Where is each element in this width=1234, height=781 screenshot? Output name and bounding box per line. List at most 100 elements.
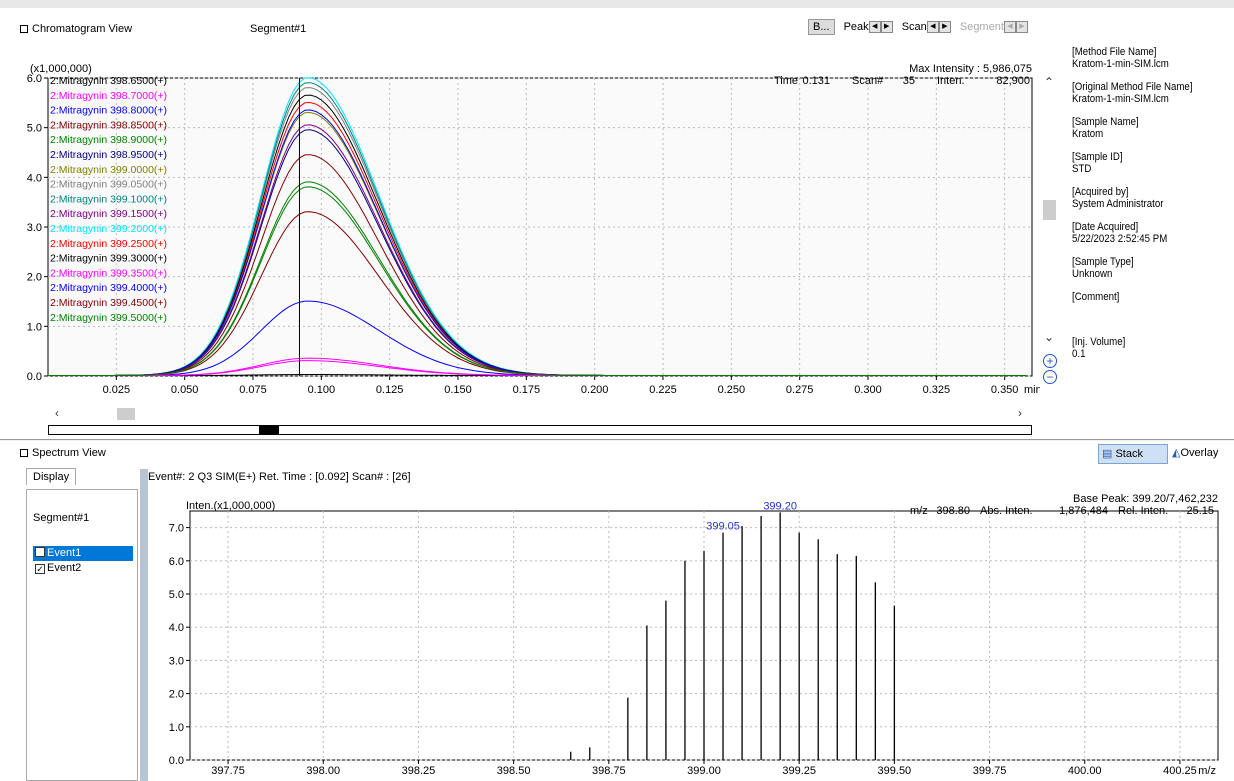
chrom-scroll-right-icon[interactable]: › bbox=[1018, 406, 1022, 420]
info-label: [Sample Type] bbox=[1072, 256, 1134, 268]
overlay-button[interactable]: ◭Overlay bbox=[1172, 446, 1218, 459]
chrom-x-tick-label: 0.025 bbox=[103, 384, 131, 396]
event-checkbox[interactable]: ✓ bbox=[35, 564, 45, 574]
stack-button[interactable]: ▤ Stack bbox=[1098, 444, 1168, 464]
cursor-scan-label: Scan# bbox=[852, 75, 884, 87]
chromatogram-title: Chromatogram View bbox=[32, 23, 133, 35]
spectrum-panel: Spectrum View ▤ Stack ◭Overlay Display S… bbox=[0, 441, 1234, 781]
event-checkbox[interactable] bbox=[35, 547, 45, 557]
info-value: System Administrator bbox=[1072, 198, 1164, 210]
chrom-legend-item: 2:Mitragynin 399.4000(+) bbox=[50, 282, 167, 294]
zoom-in-icon[interactable]: + bbox=[1043, 354, 1057, 368]
chrom-y-unit: (x1,000,000) bbox=[30, 63, 92, 75]
spectrum-peak-label: 399.20 bbox=[763, 500, 797, 512]
display-segment-label: Segment#1 bbox=[33, 512, 90, 524]
info-label: [Inj. Volume] bbox=[1072, 336, 1126, 348]
overview-range-bar[interactable] bbox=[48, 425, 1032, 435]
pane-splitter[interactable] bbox=[140, 469, 148, 781]
chrom-legend-item: 2:Mitragynin 399.2000(+) bbox=[50, 223, 167, 235]
base-peak-label: Base Peak: 399.20/7,462,232 bbox=[1073, 493, 1218, 505]
chrom-legend-item: 2:Mitragynin 398.9000(+) bbox=[50, 134, 167, 146]
peak-label: Peak bbox=[843, 21, 869, 33]
chrom-legend-item: 2:Mitragynin 399.0000(+) bbox=[50, 164, 167, 176]
info-scroll-thumb[interactable] bbox=[1043, 200, 1056, 220]
panel-collapse-icon[interactable] bbox=[20, 449, 28, 457]
event-label: Event2 bbox=[47, 562, 82, 574]
chrom-legend-item: 2:Mitragynin 399.5000(+) bbox=[50, 312, 167, 324]
info-label: [Original Method File Name] bbox=[1072, 81, 1193, 93]
display-tab[interactable]: Display bbox=[26, 468, 77, 485]
spectrum-title-row: Spectrum View bbox=[20, 447, 106, 459]
panel-collapse-icon[interactable] bbox=[20, 25, 28, 33]
chrom-scroll-thumb[interactable] bbox=[117, 408, 135, 420]
event-item[interactable]: ✓ Event2 bbox=[33, 561, 133, 576]
chrom-y-tick-label: 2.0 bbox=[27, 272, 42, 284]
zoom-out-icon[interactable]: − bbox=[1043, 370, 1057, 384]
info-label: [Sample Name] bbox=[1072, 116, 1139, 128]
info-scroll-up-icon[interactable]: ⌃ bbox=[1044, 75, 1055, 89]
scan-prev-icon[interactable]: ◀ bbox=[926, 21, 939, 34]
spectrum-plot[interactable]: 397.75 398.00 398.25 398.50 398.75 399.00 399.… bbox=[148, 485, 1234, 781]
spec-readout-abs-label: Abs. Inten. bbox=[980, 505, 1033, 517]
chrom-legend-item: 2:Mitragynin 399.4500(+) bbox=[50, 297, 167, 309]
spec-x-tick-label: 400.25 bbox=[1163, 765, 1197, 777]
scan-label: Scan bbox=[901, 21, 927, 33]
chrom-legend-item: 2:Mitragynin 399.3000(+) bbox=[50, 253, 167, 265]
peak-next-icon[interactable]: ▶ bbox=[880, 21, 893, 34]
sample-info-panel: [Method File Name] Kratom-1-min-SIM.lcm [O… bbox=[1072, 46, 1193, 371]
chrom-x-tick-label: 0.200 bbox=[581, 384, 609, 396]
spec-x-tick-label: 398.25 bbox=[402, 765, 436, 777]
spec-readout-abs: 1,876,484 bbox=[1059, 505, 1108, 517]
chrom-x-tick-label: 0.125 bbox=[376, 384, 404, 396]
cursor-inten-value: 82,900 bbox=[996, 75, 1030, 87]
spec-x-tick-label: 397.75 bbox=[211, 765, 245, 777]
spectrum-title: Spectrum View bbox=[32, 447, 106, 459]
chrom-x-tick-label: 0.325 bbox=[923, 384, 951, 396]
info-value: Unknown bbox=[1072, 268, 1113, 280]
chrom-y-tick-label: 4.0 bbox=[27, 172, 42, 184]
chromatogram-plot[interactable]: 0.025 0.050 0.075 0.100 0.125 0.150 0.175 0.200… bbox=[0, 36, 1040, 440]
chrom-scroll-left-icon[interactable]: ‹ bbox=[55, 406, 59, 420]
peak-prev-icon[interactable]: ◀ bbox=[868, 21, 881, 34]
chrom-x-tick-label: 0.150 bbox=[444, 384, 472, 396]
event-label: Event1 bbox=[47, 547, 82, 559]
chrom-x-tick-label: 0.225 bbox=[649, 384, 677, 396]
info-label: [Method File Name] bbox=[1072, 46, 1157, 58]
scan-next-icon[interactable]: ▶ bbox=[938, 21, 951, 34]
chrom-legend-item: 2:Mitragynin 399.1000(+) bbox=[50, 193, 167, 205]
spec-x-tick-label: 399.00 bbox=[687, 765, 721, 777]
event-item[interactable]: Event1 bbox=[33, 546, 133, 561]
max-intensity-label: Max Intensity : 5,986,075 bbox=[909, 63, 1032, 75]
overlay-icon: ◭ bbox=[1172, 447, 1181, 459]
spec-readout-mz-label: m/z bbox=[910, 505, 928, 517]
overview-range-marker[interactable] bbox=[259, 426, 279, 434]
spec-y-unit: Inten.(x1,000,000) bbox=[186, 500, 275, 512]
info-value bbox=[1072, 303, 1193, 315]
spec-x-tick-label: 398.00 bbox=[306, 765, 340, 777]
chrom-trace[interactable] bbox=[48, 186, 1027, 376]
spec-y-tick-label: 1.0 bbox=[169, 722, 184, 734]
cursor-time-value: 0.131 bbox=[802, 75, 830, 87]
chrom-x-tick-label: 0.250 bbox=[718, 384, 746, 396]
spec-x-tick-label: 399.50 bbox=[878, 765, 912, 777]
info-scroll-down-icon[interactable]: ⌄ bbox=[1044, 330, 1055, 344]
info-item: [Original Method File Name] Kratom-1-min-… bbox=[1072, 81, 1193, 105]
spec-readout-mz: 398.80 bbox=[936, 505, 970, 517]
b-button[interactable]: B... bbox=[808, 19, 835, 35]
chrom-y-tick-label: 1.0 bbox=[27, 321, 42, 333]
cursor-scan-value: 35 bbox=[903, 75, 915, 87]
chrom-x-tick-label: 0.300 bbox=[854, 384, 882, 396]
info-item: [Acquired by] System Administrator bbox=[1072, 186, 1193, 210]
chrom-x-tick-label: 0.100 bbox=[308, 384, 336, 396]
spec-x-tick-label: 399.75 bbox=[973, 765, 1007, 777]
info-item: [Inj. Volume] 0.1 bbox=[1072, 336, 1193, 360]
spectrum-header: Event#: 2 Q3 SIM(E+) Ret. Time : [0.092]… bbox=[148, 471, 411, 483]
cursor-time-label: Time bbox=[774, 75, 798, 87]
info-label: [Sample ID] bbox=[1072, 151, 1123, 163]
chrom-x-unit: min bbox=[1024, 384, 1040, 396]
info-item: [Sample Name] Kratom bbox=[1072, 116, 1193, 140]
chrom-legend-item: 2:Mitragynin 398.8000(+) bbox=[50, 105, 167, 117]
chrom-y-tick-label: 0.0 bbox=[27, 371, 42, 383]
event-list: Event1 ✓ Event2 bbox=[33, 546, 133, 576]
spec-readout-rel-label: Rel. Inten. bbox=[1118, 505, 1168, 517]
